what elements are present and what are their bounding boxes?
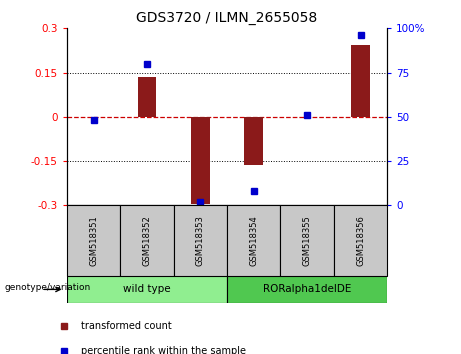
Text: GSM518351: GSM518351: [89, 215, 98, 266]
Bar: [227, 205, 280, 276]
Text: GSM518354: GSM518354: [249, 215, 258, 266]
Text: transformed count: transformed count: [81, 321, 171, 331]
Bar: [120, 205, 174, 276]
Text: GSM518353: GSM518353: [196, 215, 205, 266]
Bar: [244, 117, 263, 166]
Bar: [67, 205, 120, 276]
Bar: [334, 205, 387, 276]
Text: GSM518355: GSM518355: [302, 215, 312, 266]
Bar: [227, 276, 387, 303]
Bar: [351, 45, 370, 117]
Text: RORalpha1delDE: RORalpha1delDE: [263, 284, 351, 295]
Bar: [191, 117, 210, 204]
Bar: [67, 276, 227, 303]
Title: GDS3720 / ILMN_2655058: GDS3720 / ILMN_2655058: [136, 11, 318, 24]
Text: percentile rank within the sample: percentile rank within the sample: [81, 346, 246, 354]
Bar: [280, 205, 334, 276]
Text: genotype/variation: genotype/variation: [5, 283, 91, 292]
Bar: [137, 77, 156, 117]
Text: GSM518352: GSM518352: [142, 215, 152, 266]
Text: GSM518356: GSM518356: [356, 215, 365, 266]
Bar: [174, 205, 227, 276]
Text: wild type: wild type: [123, 284, 171, 295]
